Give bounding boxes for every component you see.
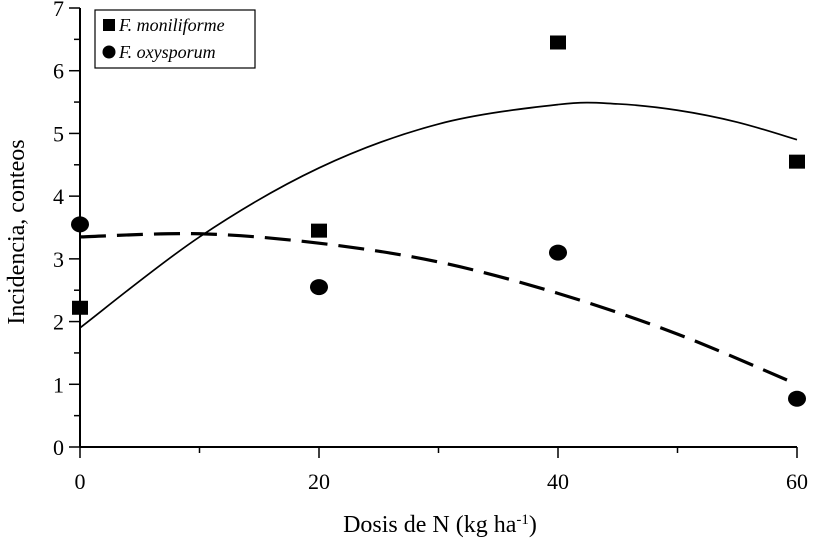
legend-box [94,9,256,69]
x-axis-title-main: Dosis de N (kg ha [343,512,517,538]
legend-marker-square [103,19,115,31]
x-tick-label: 0 [75,469,86,494]
y-tick-label: 2 [53,310,64,335]
legend-label: F. moniliforme [118,15,225,35]
point-moniliforme [72,300,88,315]
point-moniliforme [311,223,327,238]
axes [79,8,797,448]
y-tick-label: 5 [53,121,64,146]
y-tick-label: 7 [53,0,64,21]
x-tick-label: 60 [786,469,808,494]
point-moniliforme [550,35,566,50]
point-oxysporum [549,244,567,261]
legend: F. moniliforme F. oxysporum [94,9,256,69]
y-tick-label: 1 [53,372,64,397]
x-axis-title: Dosis de N (kg ha-1) [343,512,537,538]
x-axis-title-suffix: ) [529,512,537,538]
point-moniliforme [789,154,805,169]
legend-marker-circle [102,45,116,59]
y-tick-label: 4 [53,184,64,209]
point-oxysporum [310,279,328,296]
legend-label: F. oxysporum [118,42,216,62]
point-oxysporum [788,390,806,407]
y-tick-label: 0 [53,435,64,460]
y-tick-label: 3 [53,247,64,272]
fit-curve-moniliforme [79,101,798,329]
y-tick-label: 6 [53,59,64,84]
x-tick-label: 40 [547,469,569,494]
fit-curves [79,101,798,386]
ticks: 0 20 40 60 0 1 2 3 4 5 6 7 [53,0,808,494]
x-tick-label: 20 [308,469,330,494]
y-axis-title: Incidencia, conteos [4,139,30,324]
point-oxysporum [71,216,89,233]
x-axis-title-superscript: -1 [516,512,529,528]
data-points [71,35,806,407]
fit-curve-oxysporum [79,231,798,386]
